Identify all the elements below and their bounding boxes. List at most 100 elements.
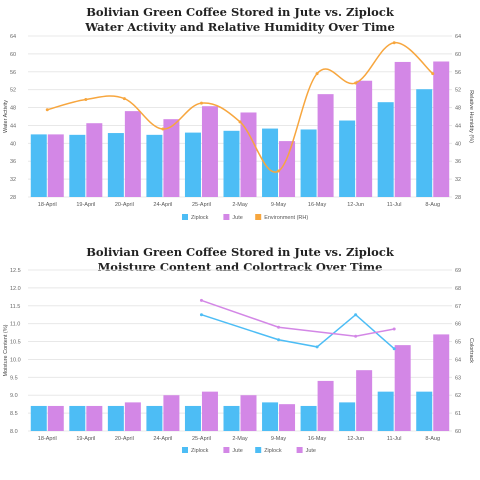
- chart-1-bar-ziplock: [262, 128, 279, 197]
- chart-1-legend-swatch: [182, 214, 188, 220]
- chart-2-bar-jute: [240, 395, 257, 431]
- chart-1-x-tick-label: 11-Jul: [387, 202, 402, 208]
- chart-2-left-tick-label: 11.0: [10, 322, 20, 328]
- chart-1-bar-jute: [86, 123, 103, 197]
- chart-2-bar-ziplock: [184, 405, 201, 431]
- chart-1-bar-jute: [433, 61, 450, 197]
- chart-1-right-tick-label: 32: [455, 177, 461, 183]
- chart-2-right-tick-label: 62: [455, 393, 461, 399]
- chart-2-left-tick-label: 10.5: [10, 340, 21, 346]
- chart-1-legend-swatch: [223, 214, 230, 220]
- chart-1-title-line-1: Bolivian Green Coffee Stored in Jute vs.…: [86, 5, 394, 19]
- chart-2-x-tick-label: 16-May: [308, 436, 327, 442]
- chart-1-right-tick-label: 56: [455, 70, 461, 76]
- chart-2-bar-ziplock: [107, 405, 124, 431]
- chart-2-left-tick-label: 10.0: [10, 357, 21, 363]
- chart-1-x-tick-label: 16-May: [308, 202, 327, 208]
- chart-2-bar-ziplock: [339, 402, 356, 431]
- chart-2-right-tick-label: 63: [455, 375, 461, 381]
- chart-1-line-environment-rh--point: [277, 169, 281, 173]
- chart-2-left-tick-label: 8.5: [10, 411, 18, 417]
- chart-1-left-tick-label: 56: [10, 70, 16, 76]
- chart-2-bar-jute: [394, 345, 411, 431]
- chart-1-bar-ziplock: [146, 134, 163, 197]
- chart-2-bar-jute: [433, 334, 450, 431]
- chart-1-right-tick-label: 44: [455, 123, 461, 129]
- chart-2-right-tick-label: 65: [455, 340, 461, 346]
- chart-2-line-ziplock-point: [392, 347, 396, 351]
- chart-1-x-tick-label: 9-May: [271, 202, 287, 208]
- chart-2-y-axis-title: Moisture Content (%): [3, 324, 9, 376]
- chart-2-bar-ziplock: [262, 402, 279, 431]
- chart-1-bar-ziplock: [300, 129, 317, 197]
- chart-1-right-tick-label: 36: [455, 159, 461, 165]
- chart-1-legend-swatch: [255, 214, 262, 220]
- chart-2-line-ziplock: [201, 313, 395, 350]
- chart-1-bar-jute: [47, 134, 64, 197]
- chart-1-line-environment-rh--point: [199, 101, 203, 105]
- chart-2-svg: 8.0 8.5 9.0 9.5 10.0 10.5 11.0 11.5 12.0 12.5 60 61…: [3, 268, 474, 454]
- chart-2-right-tick-label: 61: [455, 411, 461, 417]
- chart-2-bar-ziplock: [30, 405, 47, 431]
- chart-2-x-tick-label: 8-Aug: [425, 436, 440, 442]
- chart-1-line-environment-rh--point: [161, 127, 165, 131]
- chart-2-bar-ziplock: [69, 405, 86, 431]
- chart-1-line-environment-rh--point: [45, 108, 49, 112]
- chart-2-bar-ziplock: [377, 391, 394, 431]
- moisture-content-chart-panel: Bolivian Green Coffee Stored in Jute vs.…: [0, 240, 480, 480]
- chart-1-y-axis-title: Water Activity: [3, 100, 9, 133]
- chart-2-right-tick-label: 68: [455, 286, 461, 292]
- chart-2-legend-label: Ziplock: [264, 448, 282, 454]
- chart-1-x-tick-label: 19-April: [76, 202, 95, 208]
- chart-2-left-tick-label: 12.0: [10, 286, 21, 292]
- chart-1-x-tick-label: 24-April: [153, 202, 172, 208]
- chart-2-legend-swatch: [182, 447, 188, 453]
- chart-2-right-tick-label: 66: [455, 322, 461, 328]
- chart-2-line-jute-point: [354, 334, 358, 338]
- chart-2-right-tick-label: 67: [455, 304, 461, 310]
- chart-2-line-jute-point: [199, 298, 203, 302]
- chart-2-legend-label: Ziplock: [191, 448, 209, 454]
- chart-1-line-environment-rh--point: [315, 72, 319, 76]
- chart-1-bar-jute: [356, 80, 373, 197]
- chart-1-bar-jute: [394, 61, 411, 197]
- chart-1-x-tick-label: 18-April: [38, 202, 57, 208]
- chart-2-line-jute: [201, 299, 395, 337]
- chart-1-bar-ziplock: [107, 133, 124, 197]
- chart-1-bar-jute: [317, 94, 334, 197]
- chart-1-bar-jute: [163, 119, 180, 197]
- chart-2-bar-jute: [86, 405, 103, 431]
- chart-2-legend-label: Jute: [306, 448, 316, 454]
- chart-2-line-ziplock-point: [315, 345, 319, 349]
- chart-1-x-tick-label: 8-Aug: [425, 202, 440, 208]
- chart-1-bar-ziplock: [416, 89, 433, 197]
- chart-1-left-tick-label: 48: [10, 106, 16, 112]
- chart-1-bar-jute: [240, 112, 257, 197]
- chart-1-left-tick-label: 44: [10, 123, 16, 129]
- chart-1-x-tick-label: 20-April: [115, 202, 134, 208]
- chart-1-line-environment-rh--point: [84, 98, 88, 102]
- chart-2-x-tick-label: 2-May: [232, 436, 248, 442]
- chart-1-left-tick-label: 28: [10, 195, 16, 201]
- chart-2-left-tick-label: 9.0: [10, 393, 18, 399]
- chart-1-bar-ziplock: [30, 134, 47, 197]
- chart-2-x-tick-label: 25-April: [192, 436, 211, 442]
- chart-2-bar-jute: [163, 395, 180, 431]
- chart-1-right-tick-label: 40: [455, 141, 461, 147]
- chart-1-left-tick-label: 32: [10, 177, 16, 183]
- chart-2-bar-jute: [47, 405, 64, 431]
- chart-2-bar-ziplock: [223, 405, 240, 431]
- chart-2-line-ziplock-point: [354, 313, 358, 317]
- chart-1-bar-ziplock: [339, 120, 356, 197]
- chart-2-right-tick-label: 64: [455, 357, 461, 363]
- chart-1-svg: 28 32 36 40 44 48 52 56 60 64 28 32 36 40 44 48 52 56 60 64…: [3, 34, 474, 221]
- chart-1-line-environment-rh--point: [431, 72, 435, 76]
- chart-1-y2-axis-title: Relative Humidity (%): [468, 90, 474, 143]
- chart-2-x-tick-label: 20-April: [115, 436, 134, 442]
- chart-1-x-tick-label: 12-Jun: [347, 202, 364, 208]
- chart-2-x-tick-label: 9-May: [271, 436, 287, 442]
- chart-2-bar-jute: [201, 391, 218, 431]
- chart-1-left-tick-label: 36: [10, 159, 16, 165]
- chart-1-right-tick-label: 64: [455, 34, 461, 40]
- chart-1-bar-jute: [124, 111, 141, 197]
